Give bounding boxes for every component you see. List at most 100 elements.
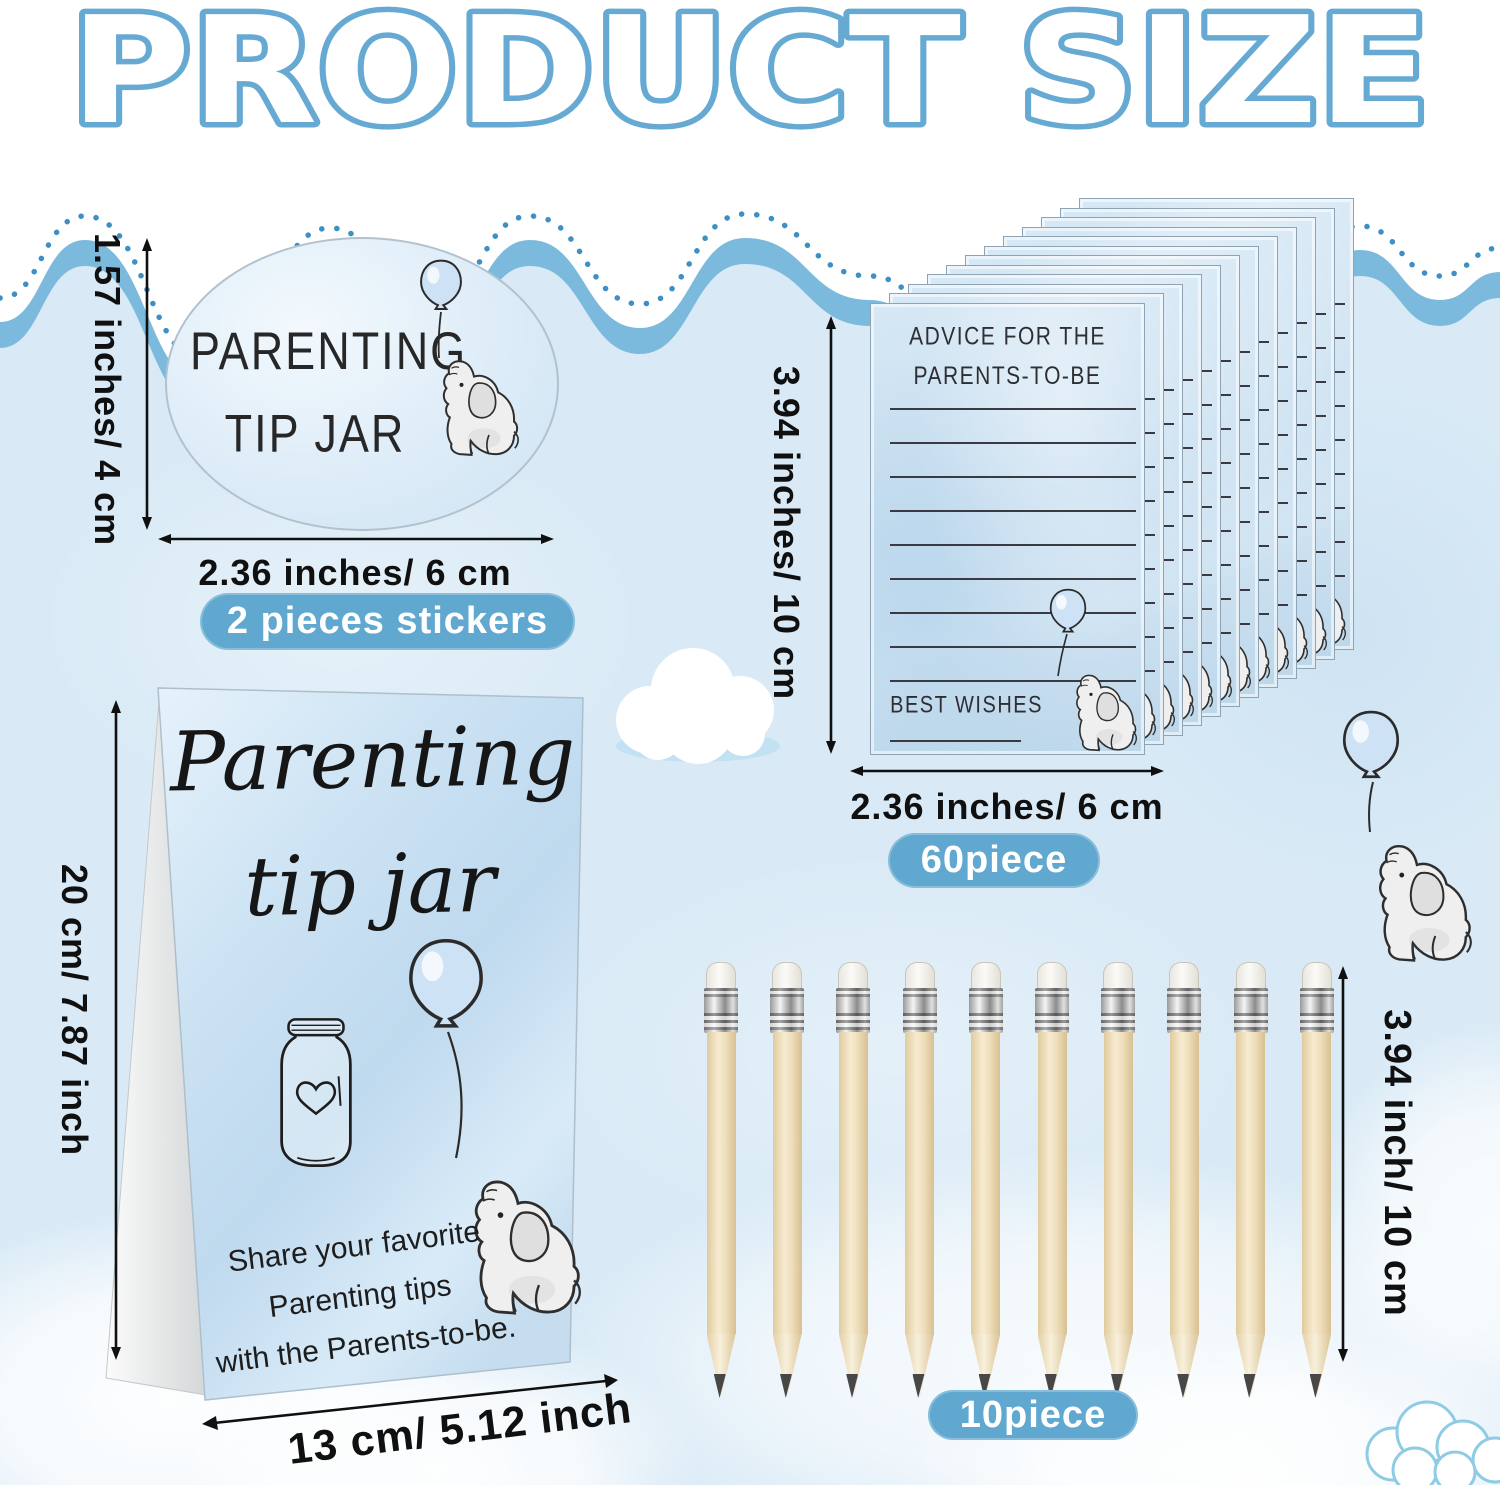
tent-height-arrow [111, 700, 121, 1360]
pencil-shaft [838, 1032, 868, 1334]
pencil-eraser [706, 962, 736, 989]
writing-line [890, 475, 1136, 478]
pencil-ferrule [1101, 988, 1136, 1033]
pencil-tip [838, 1334, 868, 1398]
cloud-illustration [616, 648, 780, 764]
pencil-row [702, 962, 1362, 1402]
pencil-ferrule [1167, 988, 1202, 1033]
pencil-eraser [1103, 962, 1134, 989]
pencil [1033, 962, 1071, 1398]
pencil-tip [1037, 1334, 1067, 1398]
pencil-height-arrow [1338, 966, 1348, 1362]
sticker-height-label: 1.57 inches/ 4 cm [87, 233, 128, 547]
pencil-eraser [1037, 962, 1067, 989]
pencil-ferrule [1299, 988, 1334, 1033]
pencil [834, 962, 872, 1398]
page-title: PRODUCT SIZE [70, 0, 1430, 157]
advice-card-stack: ADVICE FOR THE PARENTS-TO-BE BEST WISHES… [870, 198, 1370, 768]
sticker-title: PARENTING TIP JAR [190, 310, 468, 475]
balloon-string [1368, 781, 1374, 833]
writing-line [890, 407, 1136, 410]
pencil-ferrule [1035, 988, 1069, 1033]
advice-card-title: ADVICE FOR THE PARENTS-TO-BE [909, 322, 1106, 389]
pencil [967, 962, 1005, 1398]
pencil [1232, 962, 1270, 1398]
tent-title-line1: Parenting [169, 708, 577, 811]
pencil-shaft [1236, 1032, 1266, 1334]
balloon-string [437, 311, 442, 359]
balloon-icon [418, 259, 464, 316]
pencil-eraser [838, 962, 869, 989]
pencil-tip [1236, 1334, 1266, 1398]
pencil-shaft [1037, 1032, 1067, 1334]
balloon-icon [400, 938, 492, 1038]
cards-width-arrow [850, 766, 1164, 776]
pencil-tip [1169, 1334, 1199, 1398]
elephant-icon [1356, 826, 1478, 978]
writing-line [890, 577, 1136, 580]
best-wishes-label: BEST WISHES [890, 691, 1043, 718]
sticker-width-arrow [158, 534, 554, 544]
cloud-outline-illustration [1365, 1400, 1500, 1485]
pencil-ferrule [704, 988, 738, 1033]
pencil-eraser [1169, 962, 1200, 989]
pencil-tip [1103, 1334, 1133, 1398]
pencil [1099, 962, 1137, 1398]
pencil [702, 962, 740, 1398]
pencil-shaft [1103, 1032, 1133, 1334]
cards-width-label: 2.36 inches/ 6 cm [850, 786, 1164, 827]
sticker-title-line2: TIP JAR [224, 402, 406, 464]
writing-line [890, 611, 1136, 614]
writing-line [890, 441, 1136, 444]
tent-title-line2: tip jar [243, 835, 497, 936]
pencil-eraser [904, 962, 935, 989]
pencil-tip [772, 1334, 802, 1398]
elephant-icon [1061, 670, 1141, 754]
pencil-eraser [772, 962, 803, 989]
pencil-tip [706, 1334, 736, 1398]
balloon-icon [1048, 588, 1088, 638]
sticker-width-label: 2.36 inches/ 6 cm [198, 552, 512, 593]
pencil [1298, 962, 1336, 1398]
tent-width-arrow [202, 1374, 618, 1430]
pencil-shaft [971, 1032, 1001, 1334]
pencil-shaft [772, 1032, 802, 1334]
pencil-shaft [1169, 1032, 1199, 1334]
pencil-count-badge: 10piece [928, 1390, 1138, 1440]
cards-height-label: 3.94 inches/ 10 cm [766, 365, 807, 701]
sticker-count-badge: 2 pieces stickers [200, 593, 575, 650]
pencil-eraser [970, 962, 1001, 989]
pencil-ferrule [1233, 988, 1268, 1033]
balloon-string [1057, 633, 1068, 676]
pencil-tip [971, 1334, 1001, 1398]
writing-line [890, 509, 1136, 512]
cards-count-badge: 60piece [888, 833, 1100, 888]
pencil [768, 962, 806, 1398]
advice-card-writing-lines [871, 304, 1144, 754]
sticker-title-line1: PARENTING [190, 320, 468, 381]
advice-card: ADVICE FOR THE PARENTS-TO-BE BEST WISHES [870, 302, 1145, 755]
pencil-shaft [1302, 1032, 1332, 1334]
tent-height-label: 20 cm/ 7.87 inch [54, 863, 95, 1157]
balloon-icon [1340, 710, 1402, 786]
writing-line [890, 679, 1136, 682]
pencil [1165, 962, 1203, 1398]
elephant-icon [424, 352, 524, 462]
pencil-ferrule [968, 988, 1003, 1033]
writing-line [890, 645, 1136, 648]
pencil-eraser [1235, 962, 1266, 989]
pencil [901, 962, 939, 1398]
pencil-tip [905, 1334, 935, 1398]
header-cloud-banner: PRODUCT SIZE [0, 0, 1500, 441]
pencil-eraser [1301, 962, 1332, 989]
jar-icon [262, 1003, 370, 1185]
pencil-height-label: 3.94 inch/ 10 cm [1376, 1009, 1418, 1317]
signature-line [890, 739, 1022, 742]
cards-height-arrow [826, 316, 836, 754]
sticker-height-arrow [142, 238, 152, 530]
pencil-tip [1302, 1334, 1332, 1398]
pencil-ferrule [836, 988, 871, 1033]
balloon-string [446, 1031, 463, 1159]
pencil-ferrule [902, 988, 937, 1033]
